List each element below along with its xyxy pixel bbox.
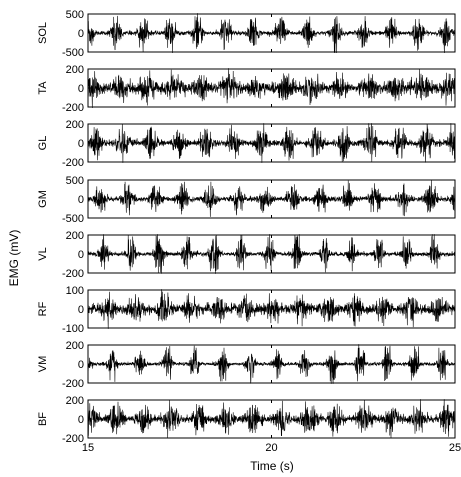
y-tick-label: 200 [66, 119, 84, 131]
y-tick-label: 200 [66, 64, 84, 76]
emg-panels: -5000500SOL-2000200TA-2000200GL-5000500G… [37, 9, 461, 454]
y-axis-title: EMG (mV) [7, 230, 21, 287]
y-tick-label: 0 [78, 249, 84, 261]
y-tick-label: -200 [62, 268, 84, 280]
muscle-label-gl: GL [37, 136, 49, 151]
series-line-rf [87, 289, 456, 329]
y-tick-label: 200 [66, 230, 84, 242]
panel-gl: -200 0 200 GL [37, 119, 456, 169]
y-tick-label: -200 [62, 433, 84, 445]
panel-vm: -200 0 200 VM [37, 340, 456, 390]
muscle-label-vm: VM [37, 356, 49, 373]
y-tick-label: 500 [66, 9, 84, 21]
series-line-gl [87, 123, 456, 163]
y-tick-label: 200 [66, 395, 84, 407]
y-tick-label: 0 [78, 138, 84, 150]
muscle-label-rf: RF [37, 301, 49, 316]
x-axis-title: Time (s) [250, 459, 294, 473]
y-tick-label: -200 [62, 157, 84, 169]
y-tick-label: -100 [62, 323, 84, 335]
y-tick-label: 0 [78, 414, 84, 426]
series-line-ta [87, 68, 456, 109]
panel-rf: -100 0 100 RF [37, 285, 456, 335]
y-tick-label: -500 [62, 213, 84, 225]
y-tick-label: -200 [62, 378, 84, 390]
series-line-sol [87, 13, 456, 54]
y-tick-label: -200 [62, 102, 84, 114]
y-tick-label: 0 [78, 28, 84, 40]
y-tick-label: 500 [66, 175, 84, 187]
y-tick-label: 0 [78, 194, 84, 206]
y-tick-label: 0 [78, 83, 84, 95]
muscle-label-sol: SOL [37, 22, 49, 44]
panel-bf: -200 0 200 BF 15 20 25 [37, 395, 461, 454]
y-tick-label: 0 [78, 359, 84, 371]
x-tick-label: 15 [82, 442, 94, 454]
series-line-vl [87, 234, 456, 274]
panel-gm: -500 0 500 GM [37, 175, 456, 225]
muscle-label-bf: BF [37, 412, 49, 426]
panel-vl: -200 0 200 VL [37, 230, 456, 280]
y-tick-label: 0 [78, 304, 84, 316]
y-tick-label: 100 [66, 285, 84, 297]
series-line-vm [87, 344, 456, 384]
series-line-bf [87, 399, 456, 438]
y-tick-label: -500 [62, 47, 84, 59]
muscle-label-gm: GM [37, 190, 49, 208]
x-tick-label: 25 [449, 442, 461, 454]
muscle-label-vl: VL [37, 247, 49, 260]
panel-sol: -500 0 500 SOL [37, 9, 456, 59]
panel-ta: -200 0 200 TA [37, 64, 456, 114]
series-line-gm [87, 180, 456, 217]
muscle-label-ta: TA [37, 81, 49, 95]
y-tick-label: 200 [66, 340, 84, 352]
x-tick-label: 20 [265, 442, 277, 454]
